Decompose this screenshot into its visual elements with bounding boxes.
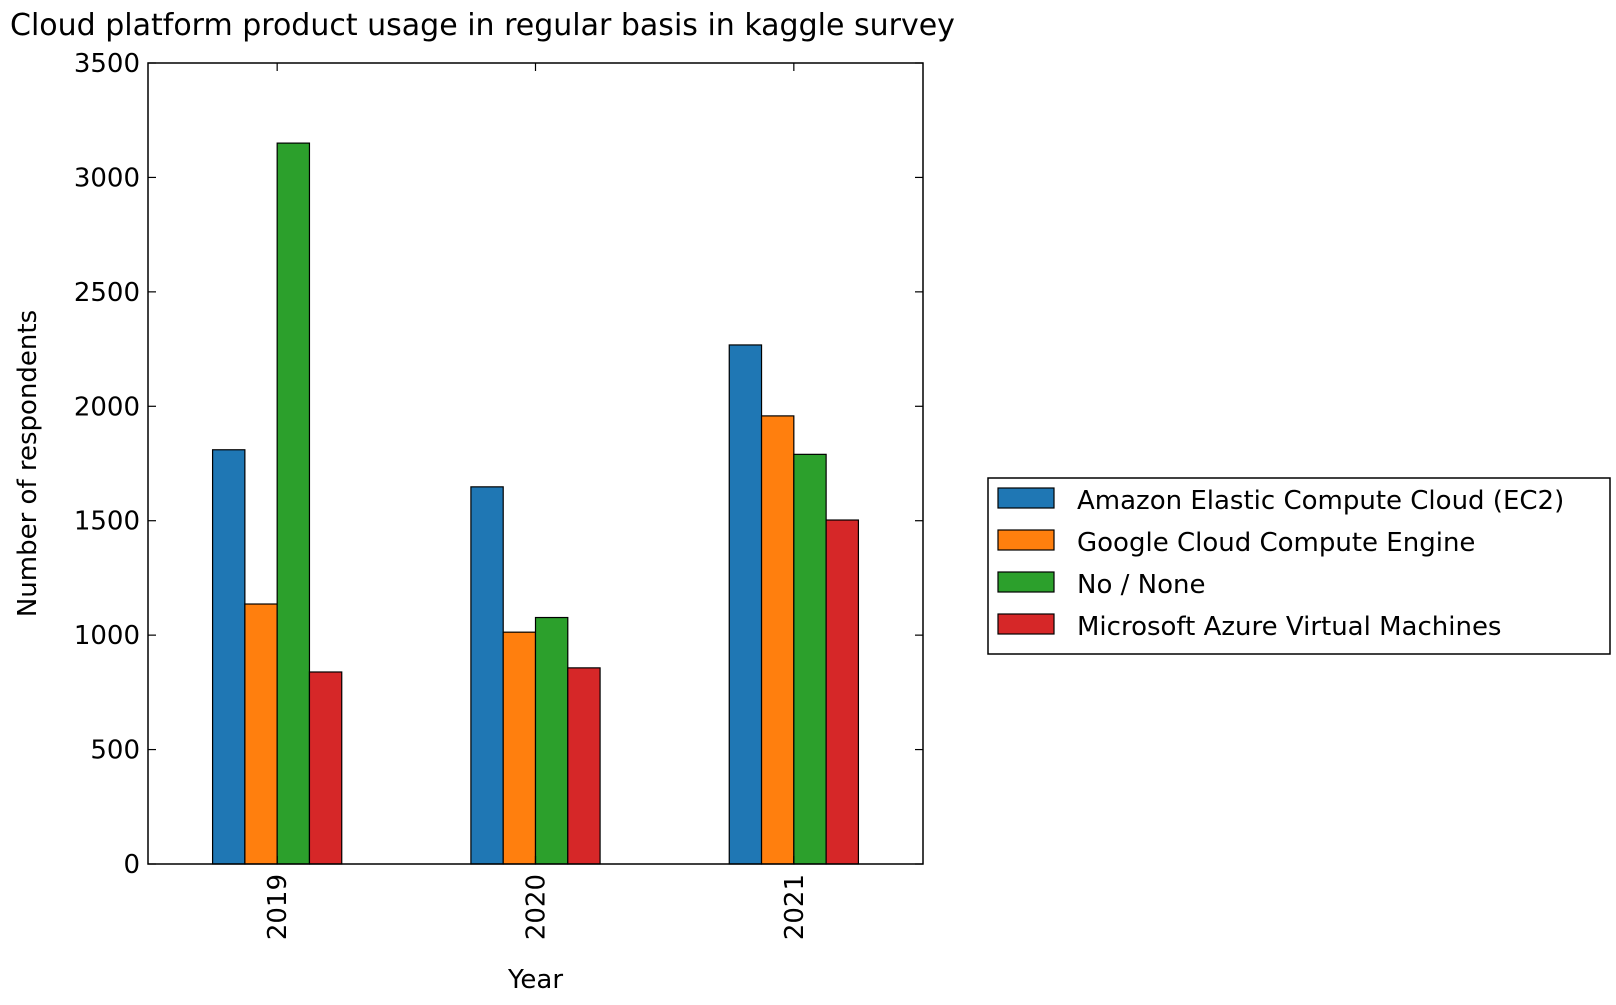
legend: Amazon Elastic Compute Cloud (EC2) Google… <box>987 477 1611 655</box>
bar-2020-series-0 <box>470 486 504 865</box>
bar-2019-series-0 <box>211 449 246 865</box>
y-axis-ticks: 0 500 1000 1500 2000 2500 3000 3500 <box>74 49 923 880</box>
y-tick-label: 3000 <box>74 163 140 193</box>
bar-2020-series-1 <box>502 631 537 865</box>
legend-swatch <box>997 571 1055 593</box>
legend-label: Microsoft Azure Virtual Machines <box>1077 612 1501 642</box>
y-tick-label: 1000 <box>74 621 140 651</box>
plot-area-frame <box>147 62 924 865</box>
bar-2021-series-3 <box>825 519 860 865</box>
bar-2021-series-1 <box>760 415 795 865</box>
legend-swatch <box>997 487 1055 509</box>
y-tick-label: 1500 <box>74 507 140 537</box>
chart-title: Cloud platform product usage in regular … <box>10 8 955 43</box>
x-axis-label: Year <box>507 965 563 995</box>
bar-2019-series-2 <box>276 142 311 865</box>
bar-2019-series-1 <box>244 603 278 865</box>
y-tick-label: 0 <box>123 850 140 880</box>
x-axis-ticks: 2019 2020 2021 <box>263 63 810 940</box>
legend-label: Amazon Elastic Compute Cloud (EC2) <box>1077 486 1564 516</box>
x-tick-label: 2019 <box>263 874 293 940</box>
bar-2021-series-0 <box>728 344 763 865</box>
bar-2021-series-2 <box>793 453 827 865</box>
x-tick-label: 2020 <box>522 874 552 940</box>
y-tick-label: 3500 <box>74 49 140 79</box>
legend-swatch <box>997 529 1055 551</box>
legend-swatch <box>997 613 1055 635</box>
bar-2020-series-2 <box>534 616 569 865</box>
x-tick-label: 2021 <box>780 874 810 940</box>
y-tick-label: 2000 <box>74 392 140 422</box>
bar-2019-series-3 <box>308 671 343 865</box>
legend-label: Google Cloud Compute Engine <box>1077 528 1475 558</box>
bar-2020-series-3 <box>567 667 601 865</box>
bars-layer <box>211 142 860 865</box>
legend-label: No / None <box>1077 570 1205 600</box>
legend-frame <box>987 477 1611 655</box>
y-tick-label: 2500 <box>74 278 140 308</box>
y-tick-label: 500 <box>90 736 140 766</box>
y-axis-label: Number of respondents <box>13 310 43 617</box>
